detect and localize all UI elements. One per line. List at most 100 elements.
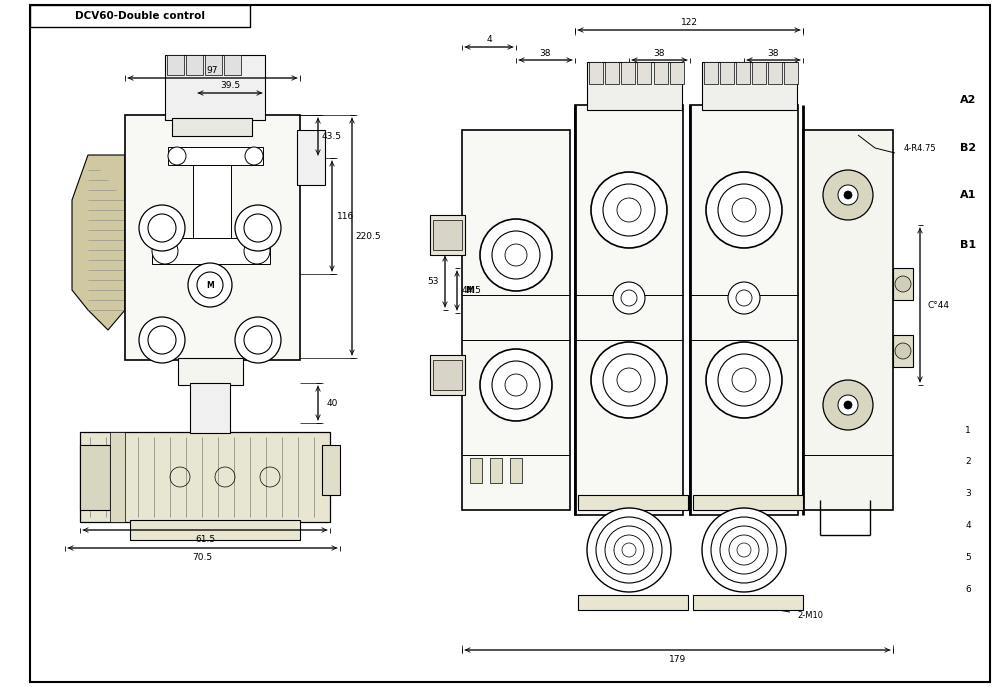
Circle shape: [235, 317, 281, 363]
Bar: [167, 55, 184, 75]
Circle shape: [895, 343, 911, 359]
Bar: [768, 62, 782, 84]
Circle shape: [718, 354, 770, 406]
Circle shape: [613, 282, 645, 314]
Circle shape: [492, 361, 540, 409]
Text: 4: 4: [965, 521, 971, 530]
Bar: [587, 62, 682, 110]
Bar: [462, 130, 570, 510]
Bar: [784, 62, 798, 84]
Bar: [172, 118, 252, 136]
Circle shape: [718, 184, 770, 236]
Circle shape: [591, 172, 667, 248]
Circle shape: [729, 535, 759, 565]
Text: P: P: [511, 249, 521, 262]
Bar: [575, 105, 683, 515]
Text: 179: 179: [669, 655, 686, 664]
Text: M: M: [206, 280, 214, 289]
Bar: [125, 115, 300, 360]
Text: 2: 2: [965, 458, 971, 466]
Text: 6: 6: [965, 585, 971, 594]
Circle shape: [737, 543, 751, 557]
Bar: [670, 62, 684, 84]
Text: 4-R4.75: 4-R4.75: [904, 144, 936, 153]
Text: 122: 122: [680, 17, 698, 27]
Circle shape: [603, 354, 655, 406]
Circle shape: [480, 219, 552, 291]
Text: 61.5: 61.5: [195, 534, 215, 543]
Text: B1: B1: [960, 240, 976, 250]
Circle shape: [587, 508, 671, 592]
Bar: [193, 165, 231, 245]
Circle shape: [706, 342, 782, 418]
Bar: [110, 432, 125, 522]
Bar: [693, 495, 803, 510]
Bar: [470, 458, 482, 483]
Bar: [510, 458, 522, 483]
Bar: [690, 105, 798, 515]
Text: B2: B2: [960, 143, 976, 153]
Text: 220.5: 220.5: [355, 232, 381, 241]
Text: 70.5: 70.5: [192, 552, 213, 561]
Bar: [297, 130, 325, 185]
Circle shape: [197, 272, 223, 298]
Bar: [803, 130, 893, 510]
Text: 3: 3: [965, 490, 971, 499]
Bar: [752, 62, 766, 84]
Text: DCV60-Double control: DCV60-Double control: [75, 11, 205, 21]
Bar: [165, 55, 265, 120]
Circle shape: [245, 147, 263, 165]
Circle shape: [591, 342, 667, 418]
Text: 97: 97: [207, 65, 218, 74]
Bar: [224, 55, 241, 75]
Bar: [893, 335, 913, 367]
Text: A2: A2: [736, 205, 752, 215]
Bar: [322, 445, 340, 495]
Text: B2: B2: [736, 375, 752, 385]
Circle shape: [603, 184, 655, 236]
Bar: [152, 238, 270, 264]
Circle shape: [895, 276, 911, 292]
Text: 38: 38: [540, 49, 551, 58]
Text: 40: 40: [326, 398, 338, 407]
Polygon shape: [72, 155, 125, 330]
Bar: [578, 495, 688, 510]
Circle shape: [605, 526, 653, 574]
Text: 39.5: 39.5: [220, 80, 240, 89]
Circle shape: [148, 326, 176, 354]
Bar: [30, 5, 250, 27]
Text: M: M: [466, 286, 475, 295]
Bar: [621, 62, 635, 84]
Bar: [490, 458, 502, 483]
Circle shape: [622, 543, 636, 557]
Circle shape: [244, 326, 272, 354]
Text: 53: 53: [427, 277, 439, 286]
Bar: [702, 62, 797, 110]
Text: C°44: C°44: [927, 300, 949, 310]
Bar: [605, 62, 619, 84]
Bar: [654, 62, 668, 84]
Circle shape: [244, 214, 272, 242]
Circle shape: [823, 170, 873, 220]
Bar: [190, 383, 230, 433]
Circle shape: [711, 517, 777, 583]
Bar: [130, 520, 300, 540]
Text: B1: B1: [621, 375, 637, 385]
Circle shape: [235, 205, 281, 251]
Bar: [589, 62, 603, 84]
Text: A2: A2: [960, 95, 976, 105]
Circle shape: [617, 198, 641, 222]
Circle shape: [139, 205, 185, 251]
Text: 116: 116: [337, 212, 355, 221]
Text: 43.5: 43.5: [322, 132, 342, 141]
Bar: [168, 147, 263, 165]
Circle shape: [720, 526, 768, 574]
Circle shape: [706, 172, 782, 248]
Bar: [720, 62, 734, 84]
Circle shape: [732, 368, 756, 392]
Circle shape: [844, 401, 852, 409]
Circle shape: [152, 238, 178, 264]
Circle shape: [139, 317, 185, 363]
Circle shape: [844, 191, 852, 199]
Circle shape: [823, 380, 873, 430]
